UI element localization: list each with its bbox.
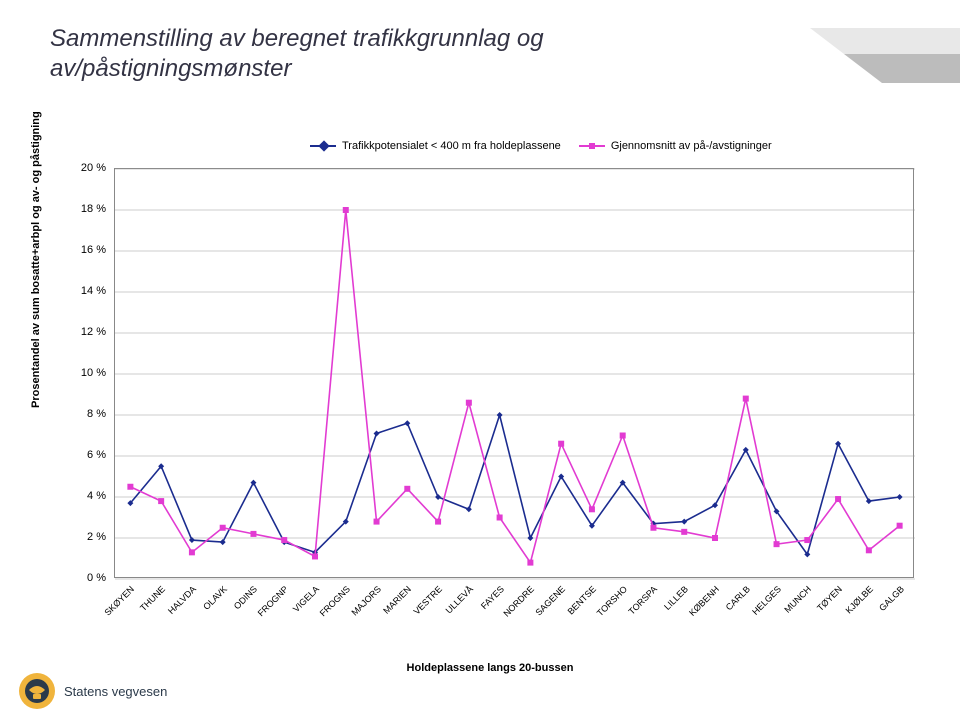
corner-decoration xyxy=(810,28,960,83)
y-tick: 4 % xyxy=(70,490,106,502)
legend-label-series1: Trafikkpotensialet < 400 m fra holdeplas… xyxy=(342,140,561,152)
y-tick: 6 % xyxy=(70,449,106,461)
logo-badge-icon xyxy=(18,672,56,710)
y-tick: 12 % xyxy=(70,326,106,338)
legend-marker-series1 xyxy=(310,141,336,151)
plot-region xyxy=(114,168,914,578)
title-line-1: Sammenstilling av beregnet trafikkgrunnl… xyxy=(50,24,544,54)
y-tick: 20 % xyxy=(70,162,106,174)
footer-logo: Statens vegvesen xyxy=(18,672,167,710)
x-axis-label: Holdeplassene langs 20-bussen xyxy=(60,662,920,674)
legend-marker-series2 xyxy=(579,141,605,151)
x-tick: GALGB xyxy=(842,584,906,648)
y-tick: 8 % xyxy=(70,408,106,420)
legend-item-series1: Trafikkpotensialet < 400 m fra holdeplas… xyxy=(310,140,561,152)
chart-area: Prosentandel av sum bosatte+arbpl og av-… xyxy=(60,168,920,668)
legend-label-series2: Gjennomsnitt av på-/avstigninger xyxy=(611,140,772,152)
y-tick: 16 % xyxy=(70,244,106,256)
legend-item-series2: Gjennomsnitt av på-/avstigninger xyxy=(579,140,772,152)
y-tick: 14 % xyxy=(70,285,106,297)
plot-svg xyxy=(115,169,913,577)
y-tick: 18 % xyxy=(70,203,106,215)
y-axis-label: Prosentandel av sum bosatte+arbpl og av-… xyxy=(30,111,42,408)
y-tick: 10 % xyxy=(70,367,106,379)
page-title: Sammenstilling av beregnet trafikkgrunnl… xyxy=(50,24,544,84)
y-tick: 0 % xyxy=(70,572,106,584)
chart-legend: Trafikkpotensialet < 400 m fra holdeplas… xyxy=(310,140,772,152)
logo-text: Statens vegvesen xyxy=(64,684,167,699)
y-tick: 2 % xyxy=(70,531,106,543)
title-line-2: av/påstigningsmønster xyxy=(50,54,544,84)
